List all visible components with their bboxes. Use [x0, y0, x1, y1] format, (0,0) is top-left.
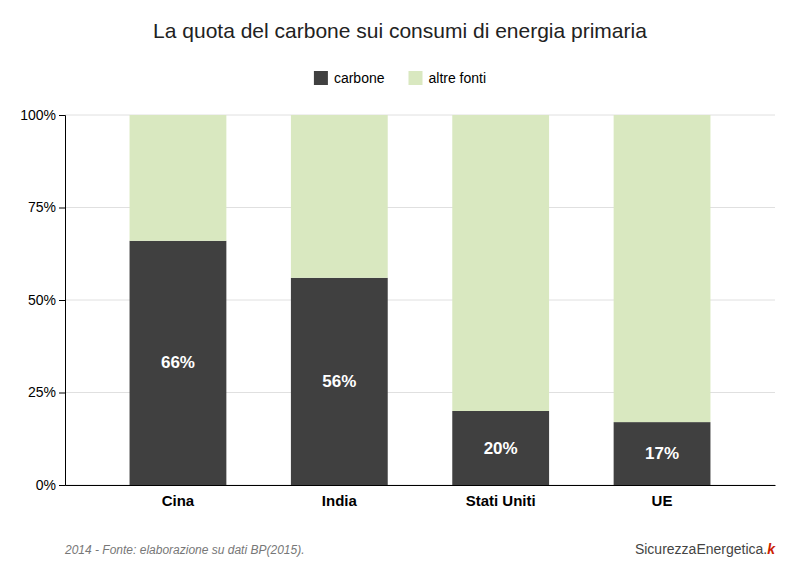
y-tick-label: 0%: [36, 477, 56, 493]
chart: La quota del carbone sui consumi di ener…: [0, 0, 800, 570]
legend-item: altre fonti: [409, 70, 487, 86]
grid: [65, 115, 775, 485]
legend-swatch: [409, 71, 423, 85]
x-tick-label: Cina: [162, 492, 195, 509]
data-labels: 66% 56% 20% 17%: [161, 353, 679, 463]
y-tick-mark: [59, 115, 65, 116]
watermark: SicurezzaEnergetica.k: [635, 541, 776, 557]
watermark-k: k: [767, 541, 776, 557]
y-tick: 50%: [28, 292, 65, 308]
x-tick-label: India: [322, 492, 358, 509]
bars: [130, 115, 711, 485]
data-label: 20%: [484, 439, 518, 458]
footnote: 2014 - Fonte: elaborazione su dati BP(20…: [64, 543, 304, 557]
x-axis: Cina India Stati Uniti UE: [66, 486, 776, 509]
x-tick: Cina: [162, 492, 195, 509]
series-bars: [130, 115, 711, 422]
y-tick-label: 75%: [28, 199, 56, 215]
y-tick-mark: [59, 393, 65, 394]
y-tick-label: 25%: [28, 384, 56, 400]
x-axis-line: [66, 485, 776, 486]
data-label: 66%: [161, 353, 195, 372]
legend-label: altre fonti: [429, 70, 487, 86]
watermark-main: SicurezzaEnergetica.: [635, 541, 767, 557]
y-axis-line: [59, 116, 66, 486]
y-tick-label: 50%: [28, 292, 56, 308]
legend-item: carbone: [314, 70, 385, 86]
bar: [452, 115, 549, 411]
bar: [291, 115, 388, 278]
bar: [452, 411, 549, 485]
x-tick: Stati Uniti: [466, 492, 536, 509]
data-label: 56%: [322, 372, 356, 391]
bar: [291, 278, 388, 485]
bar: [614, 115, 711, 422]
y-tick: 100%: [20, 107, 65, 123]
plot-area: 66% 56% 20% 17% 0% 25% 50% 75% 100% Cina India Stat…: [20, 107, 775, 509]
x-tick-label: Stati Uniti: [466, 492, 536, 509]
y-tick-mark: [59, 208, 65, 209]
legend-swatch: [314, 71, 328, 85]
y-tick: 25%: [28, 384, 65, 400]
y-tick: 75%: [28, 199, 65, 215]
title: La quota del carbone sui consumi di ener…: [153, 19, 647, 42]
y-tick-mark: [59, 485, 65, 486]
bar: [614, 422, 711, 485]
y-axis: 0% 25% 50% 75% 100%: [20, 107, 65, 493]
x-tick-label: UE: [652, 492, 673, 509]
y-tick-mark: [59, 300, 65, 301]
bar: [130, 241, 227, 485]
legend-label: carbone: [334, 70, 385, 86]
x-tick: India: [322, 492, 358, 509]
data-label: 17%: [645, 444, 679, 463]
y-tick-label: 100%: [20, 107, 56, 123]
x-tick: UE: [652, 492, 673, 509]
y-tick: 0%: [36, 477, 65, 493]
legend: carbone altre fonti: [314, 70, 486, 86]
bar: [130, 115, 227, 241]
